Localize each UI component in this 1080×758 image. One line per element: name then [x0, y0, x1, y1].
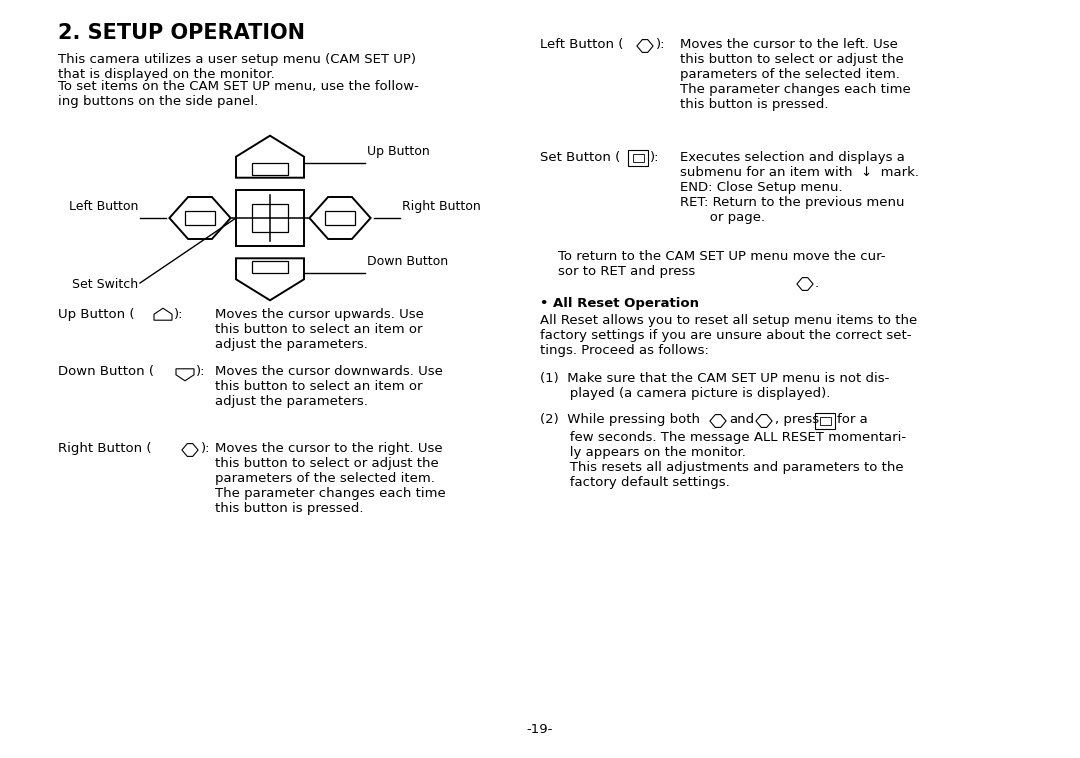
Text: ):: ): [174, 308, 184, 321]
Text: (1)  Make sure that the CAM SET UP menu is not dis-
       played (a camera pict: (1) Make sure that the CAM SET UP menu i… [540, 372, 889, 400]
Text: few seconds. The message ALL RESET momentari-
       ly appears on the monitor.
: few seconds. The message ALL RESET momen… [540, 431, 906, 489]
Text: for a: for a [837, 413, 867, 426]
Text: • All Reset Operation: • All Reset Operation [540, 297, 699, 310]
Text: Up Button (: Up Button ( [58, 308, 135, 321]
Text: Left Button (: Left Button ( [540, 38, 623, 51]
Text: Moves the cursor to the right. Use
this button to select or adjust the
parameter: Moves the cursor to the right. Use this … [215, 442, 446, 515]
Text: Right Button (: Right Button ( [58, 442, 151, 455]
Text: Executes selection and displays a
submenu for an item with  ↓  mark.
END: Close : Executes selection and displays a submen… [680, 151, 919, 224]
Text: Up Button: Up Button [367, 145, 430, 158]
Text: This camera utilizes a user setup menu (CAM SET UP)
that is displayed on the mon: This camera utilizes a user setup menu (… [58, 53, 416, 81]
Text: ):: ): [195, 365, 205, 378]
Text: To return to the CAM SET UP menu move the cur-
sor to RET and press: To return to the CAM SET UP menu move th… [558, 250, 886, 278]
Text: (2)  While pressing both: (2) While pressing both [540, 413, 700, 426]
Text: Left Button: Left Button [69, 200, 138, 213]
Text: -19-: -19- [527, 723, 553, 736]
Text: Moves the cursor upwards. Use
this button to select an item or
adjust the parame: Moves the cursor upwards. Use this butto… [215, 308, 423, 351]
Text: , press: , press [775, 413, 819, 426]
Text: .: . [815, 277, 819, 290]
Text: ):: ): [656, 38, 665, 51]
Text: ):: ): [201, 442, 211, 455]
Text: Moves the cursor to the left. Use
this button to select or adjust the
parameters: Moves the cursor to the left. Use this b… [680, 38, 910, 111]
Text: Down Button: Down Button [367, 255, 448, 268]
Text: Down Button (: Down Button ( [58, 365, 154, 378]
Text: ):: ): [650, 151, 660, 164]
Text: Set Button (: Set Button ( [540, 151, 620, 164]
Text: Moves the cursor downwards. Use
this button to select an item or
adjust the para: Moves the cursor downwards. Use this but… [215, 365, 443, 408]
Text: 2. SETUP OPERATION: 2. SETUP OPERATION [58, 23, 305, 43]
Text: Set Switch: Set Switch [72, 278, 138, 291]
Text: To set items on the CAM SET UP menu, use the follow-
ing buttons on the side pan: To set items on the CAM SET UP menu, use… [58, 80, 419, 108]
Text: All Reset allows you to reset all setup menu items to the
factory settings if yo: All Reset allows you to reset all setup … [540, 314, 917, 357]
Text: Right Button: Right Button [402, 200, 481, 213]
Text: and: and [729, 413, 754, 426]
